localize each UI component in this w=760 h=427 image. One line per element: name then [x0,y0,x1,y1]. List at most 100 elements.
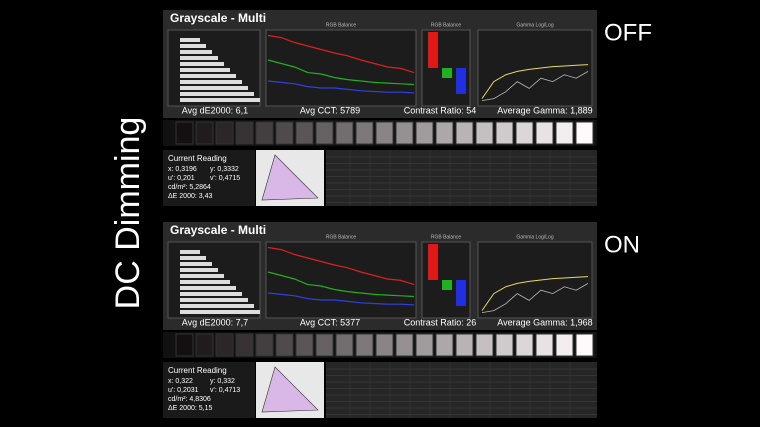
swatch [215,121,234,145]
green-bar [442,68,452,78]
swatch [515,121,534,145]
swatch [295,333,314,357]
swatch [415,121,434,145]
grayscale-bar [180,304,254,308]
grayscale-bar [180,62,224,66]
grayscale-bar [180,262,212,266]
rgb-line-chart [265,29,417,107]
swatch [275,121,294,145]
stat: Avg CCT: 5377 [300,317,360,327]
reading-panel [163,150,255,206]
grayscale-bar [180,56,218,60]
swatch [335,121,354,145]
grayscale-bar [180,256,206,260]
chart-title: Gamma Log/Log [516,22,553,28]
grayscale-bar [180,298,248,302]
state-label: ON [604,231,640,258]
grayscale-bar [180,280,230,284]
cie-gamut [261,154,319,201]
swatch [455,121,474,145]
chart-title: RGB Balance [326,234,357,240]
grayscale-bar [180,310,260,314]
reading-value: cd/m²: 5,2864 [168,184,211,191]
chart-title: Gamma Log/Log [516,234,553,240]
swatch [535,121,554,145]
green-line [267,271,415,298]
gamma-measured [481,71,589,101]
green-line [267,59,415,86]
reading-value: v': 0,4713 [210,387,240,394]
cie-gamut [261,366,319,413]
stat: Average Gamma: 1,968 [497,317,592,327]
chart-title: RGB Balance [431,22,462,28]
grayscale-bar [180,44,206,48]
side-title: DC Dimming [109,117,147,310]
stat: Avg dE2000: 6,1 [182,105,248,115]
reading-value: x: 0,322 [168,378,193,385]
grayscale-bar [180,68,230,72]
swatch [275,333,294,357]
grayscale-bar [180,92,254,96]
blue-line [267,292,415,306]
swatch [575,121,594,145]
swatch [255,121,274,145]
swatch [415,333,434,357]
reading-value: x: 0,3196 [168,166,197,173]
swatch [295,121,314,145]
swatch [175,333,194,357]
swatch [175,121,194,145]
chart-title: RGB Balance [431,234,462,240]
swatch [575,333,594,357]
blue-line [267,80,415,94]
swatch [315,333,334,357]
swatch [315,121,334,145]
stat: Contrast Ratio: 26 [404,317,477,327]
grayscale-bar [180,292,242,296]
stat: Avg dE2000: 7,7 [182,317,248,327]
state-label: OFF [604,19,652,46]
rgb-line-chart [265,241,417,319]
swatch [195,121,214,145]
swatch [555,121,574,145]
swatch [475,333,494,357]
grayscale-bar [180,268,218,272]
reading-value: y: 0,332 [210,378,235,385]
stat: Average Gamma: 1,889 [497,105,592,115]
swatch [195,333,214,357]
swatch [435,121,454,145]
gamma-chart [477,241,593,319]
swatch [515,333,534,357]
reading-value: y: 0,3332 [210,166,239,173]
swatch [235,333,254,357]
gamma-target [481,276,589,311]
swatch [555,333,574,357]
panel-heading: Grayscale - Multi [170,11,266,25]
grayscale-bar [180,74,236,78]
chart-title: RGB Balance [326,22,357,28]
swatch [435,333,454,357]
blue-bar [456,68,466,94]
grayscale-bar [180,38,200,42]
gamma-chart [477,29,593,107]
grayscale-bar [180,274,224,278]
reading-value: u': 0,2031 [168,387,199,394]
reading-table [326,150,597,206]
stat: Avg CCT: 5789 [300,105,360,115]
swatch [355,333,374,357]
stat: Contrast Ratio: 54 [404,105,477,115]
reading-panel [163,362,255,418]
swatch [455,333,474,357]
swatch [375,333,394,357]
grayscale-bar [180,98,260,102]
reading-heading: Current Reading [168,154,227,163]
grayscale-bar [180,286,236,290]
swatch [395,121,414,145]
swatch [395,333,414,357]
green-bar [442,280,452,290]
grayscale-bar [180,250,200,254]
reading-heading: Current Reading [168,366,227,375]
panel-heading: Grayscale - Multi [170,223,266,237]
blue-bar [456,280,466,306]
